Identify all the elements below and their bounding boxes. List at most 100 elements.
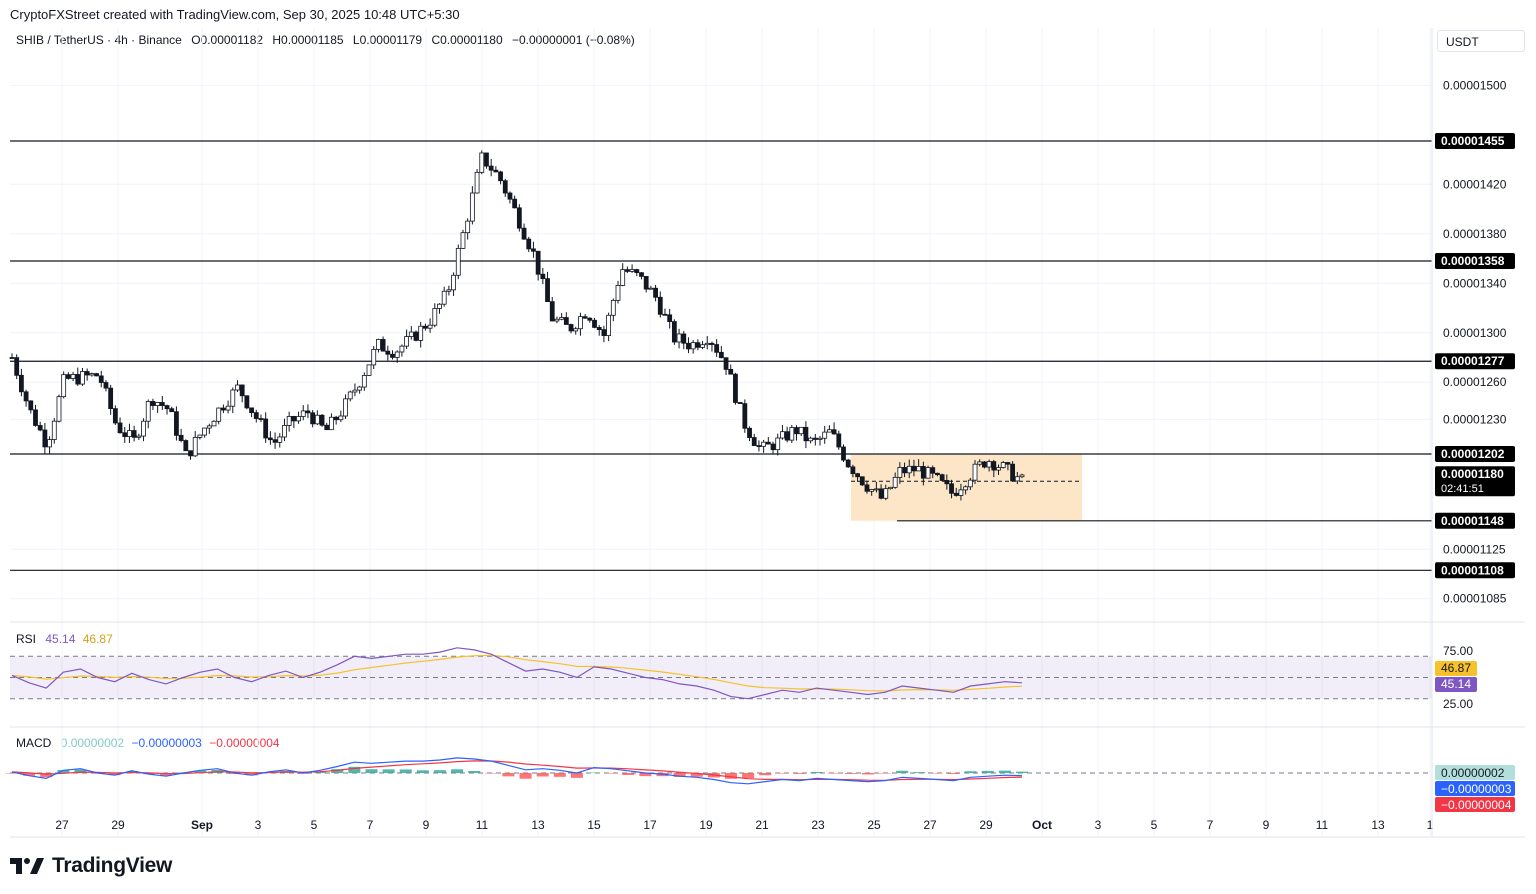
rsi-tick-label: 25.00 [1443, 697, 1473, 711]
candle-up [578, 316, 583, 330]
price-level-tag: 0.00001148 [1441, 514, 1504, 528]
candle-up [347, 391, 353, 400]
pane-dividers [10, 28, 1525, 838]
rsi-tag: 45.14 [1441, 677, 1471, 691]
candle-down [498, 171, 503, 182]
candle-up [235, 384, 240, 391]
candle-up [554, 318, 560, 322]
candle-down [150, 401, 156, 406]
candle-down [855, 473, 860, 478]
macd-histogram-bar [245, 773, 258, 776]
symbol-label[interactable]: SHIB / TetherUS · 4h · Binance [16, 33, 182, 47]
candle-down [930, 467, 936, 474]
candle-down [643, 276, 649, 290]
countdown-tag: 02:41:51 [1441, 483, 1484, 495]
candle-up [826, 429, 832, 433]
candle-up [80, 371, 85, 385]
time-tick-label: Sep [191, 818, 213, 832]
candle-down [812, 437, 818, 440]
currency-unit[interactable]: USDT [1437, 30, 1525, 52]
candle-up [296, 416, 301, 422]
macd-histogram-bar [724, 773, 737, 779]
price-tick-label: 0.00001085 [1443, 592, 1507, 606]
time-tick-label: Oct [1032, 818, 1052, 832]
macd-histogram-bar [793, 773, 806, 774]
candle-down [911, 465, 917, 472]
candle-down [159, 402, 165, 406]
candle-up [216, 407, 222, 422]
macd-histogram-bar [861, 773, 874, 775]
candle-up [451, 274, 456, 291]
candle-down [422, 325, 428, 329]
candle-down [714, 344, 720, 353]
time-tick-label: 11 [476, 818, 489, 832]
candle-up [822, 431, 828, 439]
candle-up [996, 467, 1001, 471]
macd-histogram-bar [416, 770, 429, 773]
candle-down [122, 432, 128, 437]
rsi-ma-tag: 46.87 [1441, 661, 1471, 675]
candle-down [718, 351, 724, 359]
macd-histogram-bar [194, 770, 207, 773]
time-tick-label: 27 [923, 818, 937, 832]
macd-line-tag-bg [1435, 781, 1515, 796]
candle-down [982, 461, 987, 468]
candle-up [47, 439, 52, 448]
candle-down [178, 434, 184, 441]
candle-up [1019, 474, 1025, 478]
candle-up [906, 465, 912, 474]
candle-up [89, 373, 95, 376]
candle-up [789, 427, 795, 441]
candle-down [488, 165, 494, 171]
candle-up [798, 426, 804, 435]
price-tick-label: 0.00001230 [1443, 412, 1507, 426]
time-tick-label: 7 [1207, 818, 1214, 832]
candle-down [484, 152, 489, 167]
candle-up [888, 486, 893, 490]
rsi-tag-bg [1435, 677, 1477, 692]
candle-up [704, 342, 710, 346]
candle-up [455, 247, 461, 276]
time-tick-label: 23 [811, 818, 825, 832]
candle-down [587, 317, 593, 321]
macd-histogram-bar [108, 773, 121, 776]
candle-up [1014, 476, 1020, 482]
candle-up [282, 425, 287, 438]
candle-down [803, 426, 809, 442]
open-value: O0.00001182 [191, 33, 264, 47]
macd-histogram-bar [331, 769, 344, 773]
macd-histogram-bar [399, 769, 412, 773]
candle-up [211, 420, 217, 427]
macd-histogram-bar [6, 773, 18, 774]
candle-up [869, 489, 875, 492]
candle-up [615, 285, 621, 301]
macd-histogram-bar [896, 770, 909, 773]
candle-up [977, 461, 983, 465]
candle-up [972, 463, 978, 481]
candle-up [206, 425, 212, 429]
candle-down [385, 350, 391, 355]
candle-down [324, 424, 330, 431]
tradingview-logo[interactable]: TradingView [10, 854, 172, 878]
support-resistance-lines [10, 140, 1432, 571]
close-value: C0.00001180 [431, 33, 503, 47]
price-level-tag: 0.00001358 [1441, 254, 1505, 268]
macd-histogram-bar [742, 773, 755, 779]
candle-down [502, 180, 508, 194]
candle-up [958, 489, 964, 496]
price-level-tag-bg [1435, 133, 1515, 149]
candle-down [310, 412, 316, 425]
time-tick-label: 7 [367, 818, 374, 832]
candle-down [653, 287, 658, 298]
macd-histogram-bar [1016, 771, 1028, 773]
price-level-tag-bg [1435, 353, 1515, 370]
time-tick-label: 15 [587, 818, 601, 832]
candle-down [9, 357, 15, 359]
macd-histogram-bar [57, 770, 70, 773]
tradingview-logo-icon [10, 858, 44, 874]
macd-histogram-bar [776, 773, 789, 774]
time-tick-label: 13 [1371, 818, 1385, 832]
candle-down [540, 273, 546, 280]
macd-histogram-bar [74, 769, 87, 773]
